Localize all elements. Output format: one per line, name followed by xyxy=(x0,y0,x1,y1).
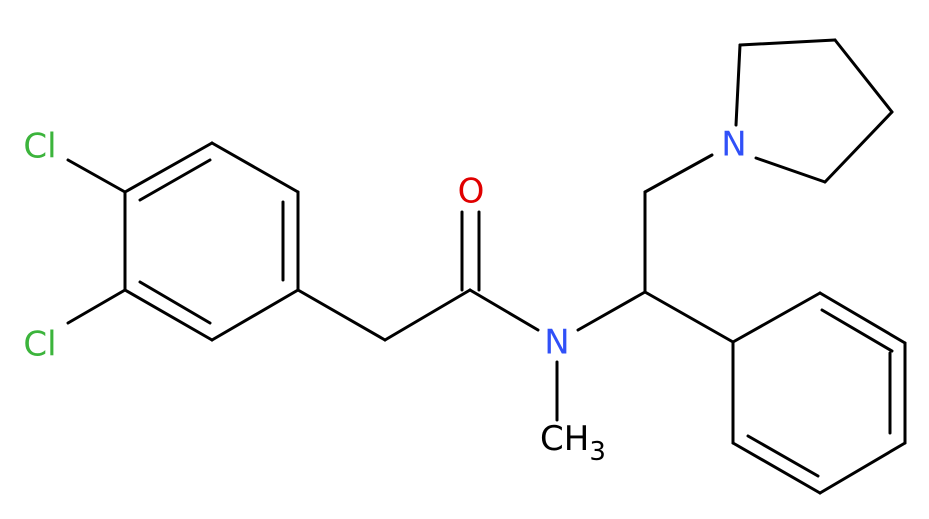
atom-label: Cl xyxy=(23,127,56,167)
atom-label-main: CH xyxy=(540,419,589,459)
atom-label: CH3 xyxy=(540,419,606,467)
atom-label: Cl xyxy=(23,325,56,365)
atom-label: N xyxy=(721,125,746,165)
atom-label: N xyxy=(544,323,569,363)
atom-label-subscript: 3 xyxy=(589,437,606,467)
atom-label: O xyxy=(458,172,485,212)
bonds xyxy=(66,38,907,495)
